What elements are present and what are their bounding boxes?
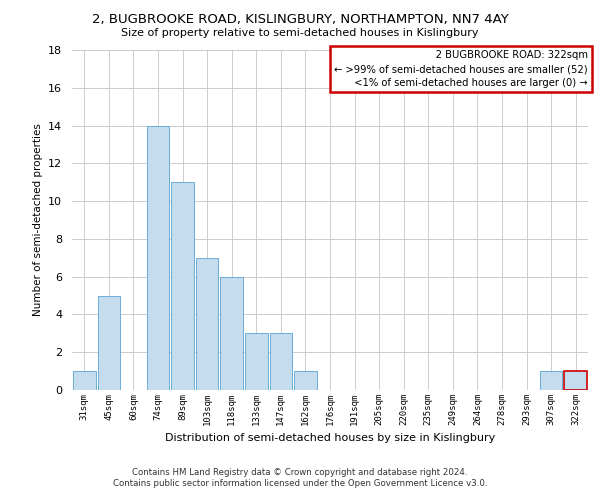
Bar: [245, 334, 268, 390]
Bar: [146, 126, 169, 390]
Text: 2, BUGBROOKE ROAD, KISLINGBURY, NORTHAMPTON, NN7 4AY: 2, BUGBROOKE ROAD, KISLINGBURY, NORTHAMP…: [92, 12, 508, 26]
Text: Size of property relative to semi-detached houses in Kislingbury: Size of property relative to semi-detach…: [121, 28, 479, 38]
Bar: [220, 276, 243, 390]
Bar: [565, 371, 587, 390]
Bar: [98, 296, 120, 390]
Bar: [269, 334, 292, 390]
Bar: [171, 182, 194, 390]
Bar: [294, 371, 317, 390]
Bar: [540, 371, 562, 390]
Bar: [73, 371, 95, 390]
Text: Contains HM Land Registry data © Crown copyright and database right 2024.
Contai: Contains HM Land Registry data © Crown c…: [113, 468, 487, 487]
X-axis label: Distribution of semi-detached houses by size in Kislingbury: Distribution of semi-detached houses by …: [165, 434, 495, 444]
Bar: [196, 258, 218, 390]
Text: 2 BUGBROOKE ROAD: 322sqm
← >99% of semi-detached houses are smaller (52)
  <1% o: 2 BUGBROOKE ROAD: 322sqm ← >99% of semi-…: [334, 50, 588, 88]
Y-axis label: Number of semi-detached properties: Number of semi-detached properties: [32, 124, 43, 316]
